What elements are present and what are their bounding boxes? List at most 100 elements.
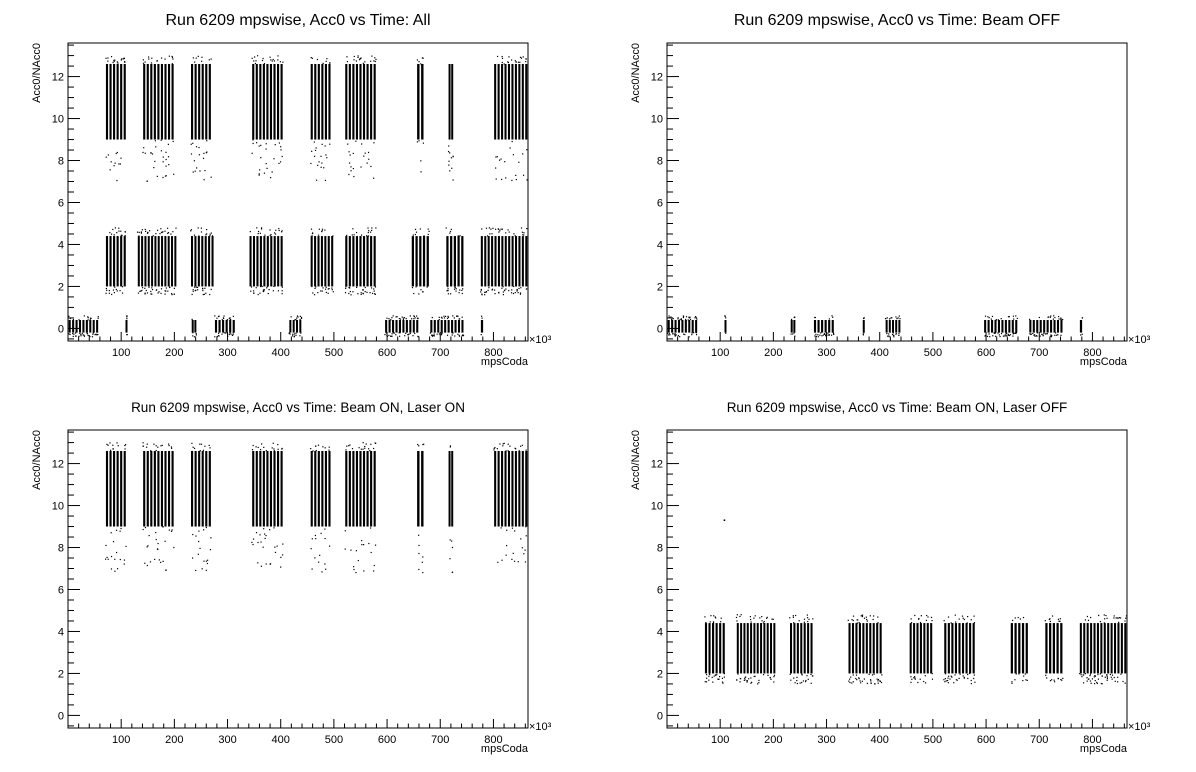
data-stripe bbox=[851, 623, 855, 674]
data-point bbox=[498, 231, 500, 233]
data-point bbox=[312, 292, 314, 294]
data-point bbox=[328, 449, 330, 451]
data-stripe bbox=[756, 623, 759, 674]
data-stripe bbox=[451, 450, 454, 527]
data-point bbox=[144, 228, 146, 231]
data-point bbox=[520, 538, 522, 540]
data-stripe bbox=[116, 450, 119, 527]
data-point bbox=[355, 550, 358, 552]
data-stripe bbox=[409, 320, 412, 333]
data-point bbox=[713, 675, 715, 677]
data-point bbox=[803, 621, 805, 623]
data-point bbox=[1094, 675, 1097, 677]
data-point bbox=[501, 55, 503, 58]
data-stripe bbox=[518, 236, 521, 287]
data-point bbox=[193, 447, 196, 449]
data-point bbox=[679, 336, 681, 338]
data-stripe bbox=[161, 236, 164, 287]
data-point bbox=[162, 161, 164, 163]
data-point bbox=[714, 616, 716, 618]
data-point bbox=[739, 681, 741, 683]
data-point bbox=[115, 551, 118, 554]
data-point bbox=[357, 293, 359, 295]
data-point bbox=[858, 677, 860, 679]
data-stripe bbox=[1110, 623, 1113, 674]
data-stripe bbox=[504, 236, 507, 287]
data-point bbox=[705, 681, 708, 683]
data-point bbox=[705, 673, 708, 676]
data-point bbox=[315, 179, 318, 181]
x-tick-label: 100 bbox=[112, 734, 130, 746]
data-point bbox=[891, 317, 893, 319]
data-point bbox=[720, 621, 722, 623]
data-stripe bbox=[515, 236, 518, 287]
data-point bbox=[154, 140, 157, 142]
data-point bbox=[195, 57, 197, 59]
data-point bbox=[139, 290, 141, 292]
data-point bbox=[501, 228, 503, 230]
data-point bbox=[317, 234, 320, 236]
data-point bbox=[499, 443, 501, 445]
data-point bbox=[232, 332, 234, 334]
data-point bbox=[114, 558, 116, 560]
data-point bbox=[370, 165, 372, 168]
data-point bbox=[693, 332, 695, 334]
data-point bbox=[507, 61, 510, 64]
data-point bbox=[366, 291, 368, 293]
data-point bbox=[485, 291, 487, 293]
data-stripe bbox=[109, 236, 112, 287]
data-point bbox=[523, 232, 525, 234]
data-point bbox=[146, 180, 148, 182]
data-stripe bbox=[137, 236, 140, 287]
data-point bbox=[155, 531, 157, 534]
data-stripe bbox=[447, 320, 450, 333]
data-stripe bbox=[994, 320, 997, 333]
data-points bbox=[104, 442, 528, 574]
data-point bbox=[257, 55, 259, 57]
data-point bbox=[493, 447, 495, 449]
data-stripe bbox=[266, 63, 269, 140]
data-stripe bbox=[1083, 623, 1086, 674]
data-point bbox=[767, 674, 769, 676]
data-point bbox=[1060, 678, 1062, 681]
data-point bbox=[347, 143, 349, 145]
data-point bbox=[521, 547, 523, 549]
data-point bbox=[124, 448, 126, 450]
data-point bbox=[431, 335, 434, 337]
data-stripe bbox=[1008, 320, 1011, 333]
data-point bbox=[221, 319, 223, 321]
data-point bbox=[418, 568, 420, 571]
data-stripe bbox=[448, 63, 451, 140]
data-point bbox=[1106, 676, 1109, 678]
data-point bbox=[315, 449, 317, 452]
data-point bbox=[358, 447, 360, 449]
data-stripe bbox=[359, 236, 362, 287]
data-point bbox=[109, 231, 111, 234]
data-stripe bbox=[421, 63, 424, 140]
data-point bbox=[499, 230, 501, 232]
data-point bbox=[914, 677, 916, 679]
data-point bbox=[120, 59, 122, 61]
data-point bbox=[1106, 678, 1108, 680]
data-point bbox=[112, 448, 114, 450]
data-point bbox=[261, 59, 264, 62]
data-point bbox=[190, 229, 193, 231]
data-point bbox=[520, 445, 522, 447]
data-point bbox=[986, 335, 989, 338]
data-point bbox=[311, 285, 313, 288]
data-stripe bbox=[164, 236, 167, 287]
data-stripe bbox=[736, 623, 739, 674]
data-point bbox=[946, 679, 949, 682]
data-stripe bbox=[704, 623, 708, 674]
data-point bbox=[1033, 334, 1035, 336]
data-point bbox=[262, 546, 264, 548]
data-stripe bbox=[328, 63, 331, 140]
data-point bbox=[168, 55, 170, 57]
data-point bbox=[420, 63, 422, 65]
data-stripe bbox=[123, 63, 126, 140]
data-point bbox=[259, 449, 262, 451]
data-point bbox=[522, 174, 525, 176]
data-point bbox=[360, 166, 362, 168]
data-point bbox=[331, 289, 333, 291]
